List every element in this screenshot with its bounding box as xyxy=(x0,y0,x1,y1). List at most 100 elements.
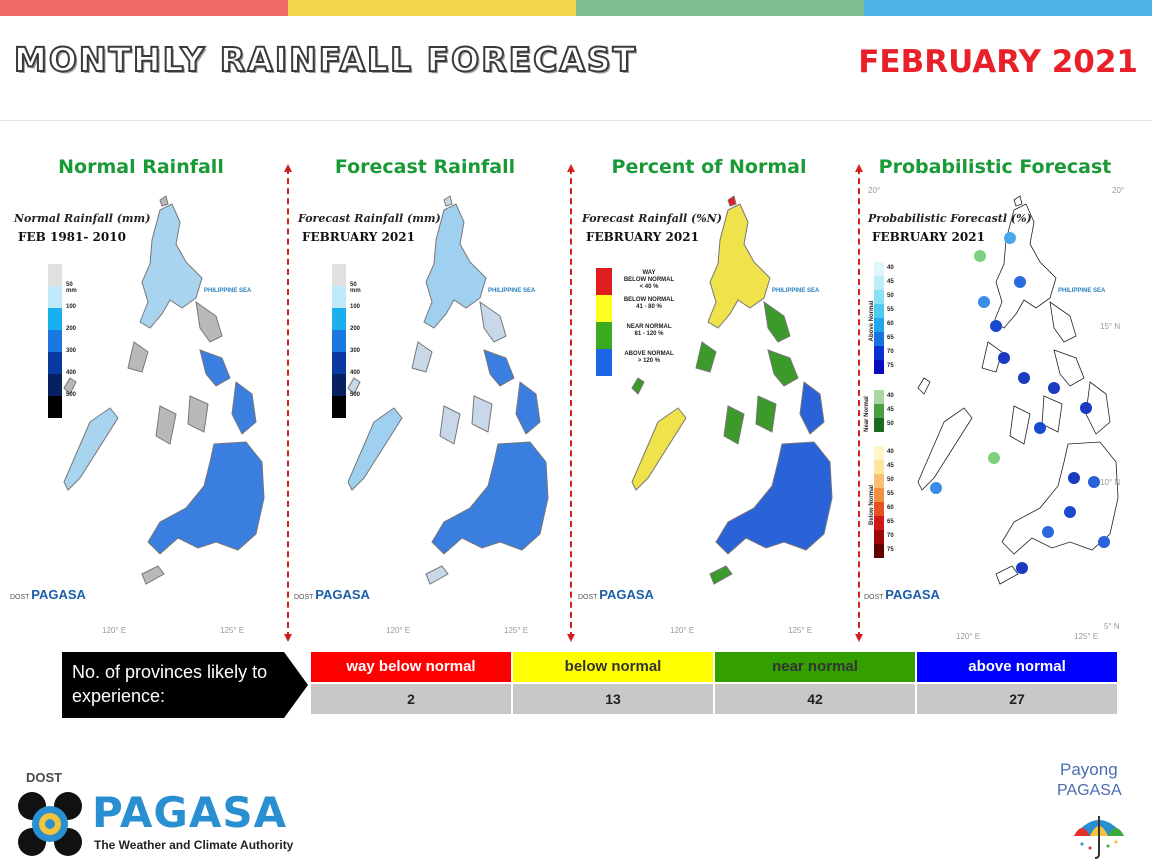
lat-label-20-right: 20° xyxy=(1112,186,1125,195)
percent-legend-label: BELOW NORMAL 41 - 80 % xyxy=(623,297,675,310)
island-shape xyxy=(159,195,169,207)
rain-scale-swatch xyxy=(332,352,346,374)
lon-label-120: 120° E xyxy=(102,626,127,635)
provinces-label: No. of provinces likely to experience: xyxy=(62,652,308,718)
percent-legend-swatch xyxy=(596,349,612,376)
probability-legend-label: 40 xyxy=(887,265,894,271)
lon-label-120: 120° E xyxy=(956,632,981,641)
percent-legend-label: NEAR NORMAL 81 - 120 % xyxy=(626,324,672,337)
probability-dot xyxy=(1016,562,1028,574)
probability-dot xyxy=(978,296,990,308)
probability-legend-label: 40 xyxy=(887,393,894,399)
page-title: MONTHLY RAINFALL FORECAST xyxy=(13,39,638,80)
probability-legend-label: 45 xyxy=(887,407,894,413)
category-count: 42 xyxy=(715,684,915,714)
map-period: FEBRUARY 2021 xyxy=(302,230,415,244)
island-shape xyxy=(187,395,209,433)
rain-scale-label: 500 xyxy=(350,392,361,398)
panel-divider-3 xyxy=(855,164,863,642)
island-shape xyxy=(471,395,493,433)
probability-dot xyxy=(1034,422,1046,434)
probability-legend-group-title: Near Normal xyxy=(864,396,870,432)
map-period: FEBRUARY 2021 xyxy=(872,230,985,244)
philippines-shape xyxy=(631,195,833,585)
probability-legend-label: 55 xyxy=(887,491,894,497)
mini-logo-pagasa: PAGASA xyxy=(599,587,654,602)
rain-scale-label: 400 xyxy=(350,370,361,376)
mini-logo-dost: DOST xyxy=(10,594,30,601)
island-shape xyxy=(715,441,833,555)
probability-legend-label: 55 xyxy=(887,307,894,313)
rain-scale-bar xyxy=(48,264,62,418)
probability-dot xyxy=(1048,382,1060,394)
island-shape xyxy=(411,341,433,373)
map-forecast-rainfall xyxy=(347,195,549,585)
payong-pagasa-logo: Payong PAGASA xyxy=(1052,760,1148,860)
panel-divider-1 xyxy=(284,164,292,642)
probability-legend-label: 45 xyxy=(887,463,894,469)
probability-dot xyxy=(974,250,986,262)
probability-legend-swatch xyxy=(874,474,884,488)
rain-scale-label: 400 xyxy=(66,370,77,376)
probability-legend-label: 70 xyxy=(887,349,894,355)
island-shape xyxy=(763,300,791,343)
island-shape xyxy=(347,377,361,395)
rain-scale-swatch xyxy=(48,286,62,308)
mini-logo-pagasa: PAGASA xyxy=(31,587,86,602)
category-header: above normal xyxy=(917,652,1117,682)
probability-legend-label: 75 xyxy=(887,363,894,369)
mini-logo-dost: DOST xyxy=(294,594,314,601)
map-normal-rainfall xyxy=(63,195,265,585)
island-shape xyxy=(199,349,231,387)
panel-title: Probabilistic Forecast xyxy=(878,156,1112,178)
probability-legend-swatch xyxy=(874,346,884,360)
island-shape xyxy=(767,349,799,387)
island-shape xyxy=(723,405,745,445)
probability-legend-swatch xyxy=(874,332,884,346)
probability-legend-label: 60 xyxy=(887,505,894,511)
probability-legend-label: 40 xyxy=(887,449,894,455)
island-shape xyxy=(431,441,549,555)
sea-label: PHILIPPINE SEA xyxy=(488,288,536,294)
probability-legend-swatch xyxy=(874,488,884,502)
pagasa-wordmark: PAGASA xyxy=(92,788,288,837)
island-shape xyxy=(1001,441,1119,555)
panel-divider-2 xyxy=(567,164,575,642)
percent-legend-label: ABOVE NORMAL > 120 % xyxy=(624,351,674,364)
probability-legend-swatch xyxy=(874,262,884,276)
rain-scale-swatch xyxy=(48,330,62,352)
island-shape xyxy=(139,203,203,329)
rain-scale-label: 200 xyxy=(350,326,361,332)
panel-normal-rainfall: Normal Rainfall Normal Rainfall (mm) FEB… xyxy=(10,156,272,642)
mini-logo-pagasa: PAGASA xyxy=(885,587,940,602)
rain-scale-label: 50 mm xyxy=(350,282,361,294)
probability-legend-label: 50 xyxy=(887,421,894,427)
strip-blue xyxy=(864,0,1152,16)
island-shape xyxy=(443,195,453,207)
map-label: Normal Rainfall (mm) xyxy=(14,212,151,225)
probability-dot xyxy=(930,482,942,494)
probability-dot xyxy=(998,352,1010,364)
island-shape xyxy=(347,407,403,491)
island-shape xyxy=(141,565,165,585)
lon-label-125: 125° E xyxy=(1074,632,1099,641)
rain-scale-label: 300 xyxy=(66,348,77,354)
probability-legend-label: 70 xyxy=(887,533,894,539)
island-shape xyxy=(127,341,149,373)
island-shape xyxy=(799,381,825,435)
probability-legend-swatch xyxy=(874,404,884,418)
payong-label: Payong xyxy=(1060,760,1118,779)
panel-probabilistic-forecast: Probabilistic Forecast Probabilistic For… xyxy=(864,156,1126,642)
pagasa-logo: DOST PAGASA The Weather and Climate Auth… xyxy=(14,770,294,860)
category-header: near normal xyxy=(715,652,915,682)
rain-scale-label: 500 xyxy=(66,392,77,398)
island-shape xyxy=(423,203,487,329)
mini-pagasa-logo: DOST PAGASA xyxy=(578,587,654,602)
probability-legend-swatch xyxy=(874,290,884,304)
map-label: Probabilistic Forecastl (%) xyxy=(868,212,1032,225)
sea-label: PHILIPPINE SEA xyxy=(1058,288,1106,294)
mini-logo-dost: DOST xyxy=(864,594,884,601)
category-header: below normal xyxy=(513,652,713,682)
island-shape xyxy=(917,377,931,395)
strip-red xyxy=(0,0,288,16)
